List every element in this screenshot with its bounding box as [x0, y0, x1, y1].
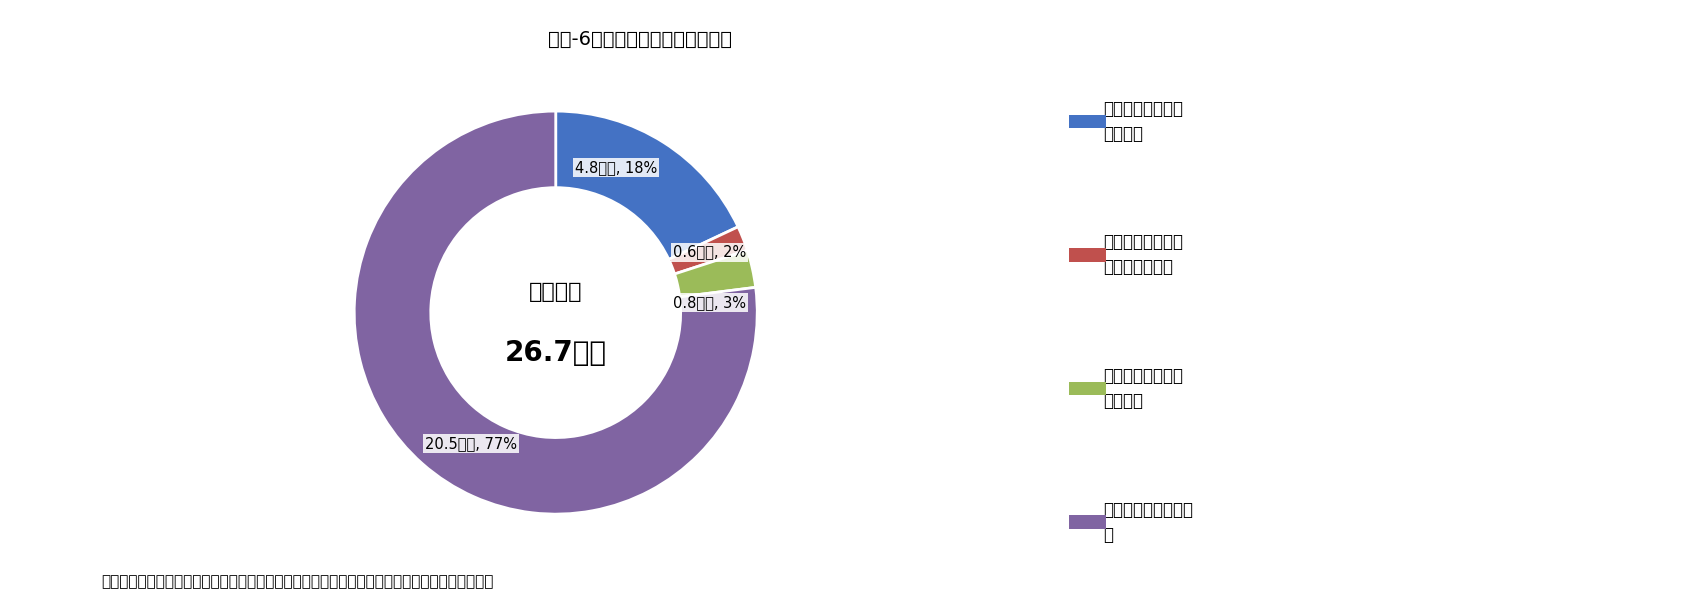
Text: （出所）日本学生支援機構「外国人留学生在籍状況調査結果」をもとにニッセイ基礎研究所作成: （出所）日本学生支援機構「外国人留学生在籍状況調査結果」をもとにニッセイ基礎研究…: [101, 574, 493, 589]
Wedge shape: [669, 227, 748, 274]
Text: 学校が設置する留
学生宿舎: 学校が設置する留 学生宿舎: [1103, 100, 1184, 143]
Wedge shape: [354, 111, 758, 514]
Text: 0.8万人, 3%: 0.8万人, 3%: [672, 295, 746, 310]
Text: 民間宿舎・アパート
等: 民間宿舎・アパート 等: [1103, 501, 1192, 543]
Text: 4.8万人, 18%: 4.8万人, 18%: [574, 160, 657, 175]
Text: 26.7万人: 26.7万人: [505, 339, 606, 367]
Wedge shape: [556, 111, 738, 259]
Text: 図表-6　外国人留学生の居住状況: 図表-6 外国人留学生の居住状況: [547, 30, 733, 49]
Text: 公益法人等が設置
する留学生宿舎: 公益法人等が設置 する留学生宿舎: [1103, 234, 1184, 276]
Wedge shape: [675, 250, 756, 297]
Text: 学校が設置する一
般学生寮: 学校が設置する一 般学生寮: [1103, 367, 1184, 410]
Text: 0.6万人, 2%: 0.6万人, 2%: [672, 245, 746, 260]
Text: 20.5万人, 77%: 20.5万人, 77%: [424, 436, 517, 451]
Text: 留学生数: 留学生数: [529, 282, 583, 302]
